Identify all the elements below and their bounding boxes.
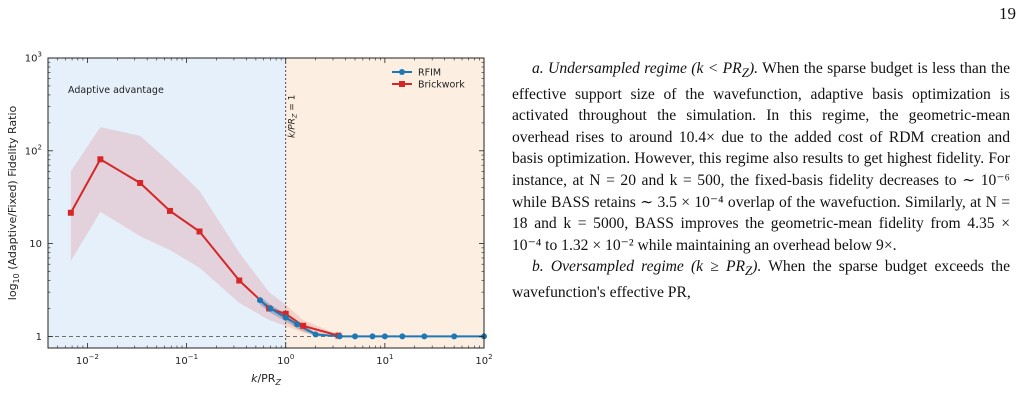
paragraph-oversampled-label: b. Oversampled regime (k ≥ PR: [532, 258, 746, 276]
x-tick-label-0: 10−2: [76, 353, 99, 367]
x-tick-label-1: 10−1: [175, 353, 198, 367]
plot-background: Adaptive advantage: [48, 58, 484, 348]
annotation-adaptive-advantage: Adaptive advantage: [68, 85, 164, 96]
paragraph-oversampled-body: When the sparse budget exceeds the wavef…: [512, 258, 1011, 302]
point-rfim: [352, 333, 359, 340]
point-brickwork: [300, 322, 307, 329]
point-brickwork: [282, 310, 289, 317]
point-rfim: [282, 314, 289, 321]
x-tick-label-2: 100: [277, 353, 294, 367]
uncertainty-bands: [70, 127, 484, 337]
point-brickwork: [137, 179, 144, 186]
point-brickwork: [67, 209, 74, 216]
y-tick-label-0: 1: [36, 332, 42, 343]
y-tick-label-2: 102: [25, 143, 42, 157]
reference-lines: k/PRZ = 1: [48, 58, 484, 348]
point-rfim: [369, 333, 376, 340]
point-rfim: [294, 321, 301, 328]
axis-labels: k/PRZ log10 (Adaptive/Fixed) Fidelity Rat…: [6, 106, 281, 387]
point-rfim: [399, 333, 406, 340]
line-brickwork: [69, 157, 339, 337]
x-axis-label: k/PRZ: [251, 372, 281, 387]
legend-label-rfim: RFIM: [418, 68, 441, 79]
point-brickwork: [166, 207, 173, 214]
x-tick-label-3: 101: [376, 353, 393, 367]
x-tick-label-4: 102: [475, 353, 492, 367]
y-axis-label: log10 (Adaptive/Fixed) Fidelity Ratio: [6, 106, 21, 301]
legend-marker-rfim: [399, 69, 405, 75]
fidelity-ratio-chart: Adaptive advantage k/PRZ = 1 10−2 10−1 100…: [6, 51, 493, 388]
point-rfim: [421, 333, 428, 340]
page-number: 19: [999, 4, 1016, 23]
paragraph-undersampled-label-end: ).: [748, 60, 759, 77]
paragraph-undersampled-label-sub: Z: [741, 65, 749, 81]
point-rfim: [336, 333, 343, 340]
point-brickwork: [236, 277, 243, 284]
paragraph-undersampled-body: When the sparse budget is less than the …: [512, 60, 1010, 254]
axis-ticks: 10−2 10−1 100 101 102 1 10 102 103: [25, 51, 493, 368]
region-1: [285, 58, 484, 348]
point-rfim: [451, 333, 458, 340]
paragraph-oversampled-label-sub: Z: [745, 263, 753, 279]
point-rfim: [312, 331, 319, 338]
paragraph-undersampled-label: a. Undersampled regime (k < PR: [532, 60, 742, 77]
legend-marker-brickwork: [399, 81, 405, 87]
text-column: a. Undersampled regime (k < PRZ). When t…: [512, 58, 1010, 304]
region-0: [48, 58, 286, 348]
y-tick-label-3: 103: [25, 51, 42, 65]
point-rfim: [267, 305, 274, 312]
point-brickwork: [196, 228, 203, 235]
vertical-reference-label: k/PRZ = 1: [288, 95, 299, 138]
paragraph-oversampled-label-end: ).: [752, 258, 762, 276]
point-rfim: [381, 333, 388, 340]
point-rfim: [256, 297, 263, 304]
y-tick-label-1: 10: [29, 239, 42, 250]
paragraph-undersampled: a. Undersampled regime (k < PRZ). When t…: [512, 58, 1010, 256]
paragraph-oversampled: b. Oversampled regime (k ≥ PRZ). When th…: [512, 256, 1010, 303]
band-brickwork: [70, 127, 339, 337]
point-brickwork: [97, 156, 104, 163]
legend-label-brickwork: Brickwork: [418, 80, 465, 91]
plot-frame: [47, 57, 485, 349]
series-markers: [67, 156, 487, 340]
